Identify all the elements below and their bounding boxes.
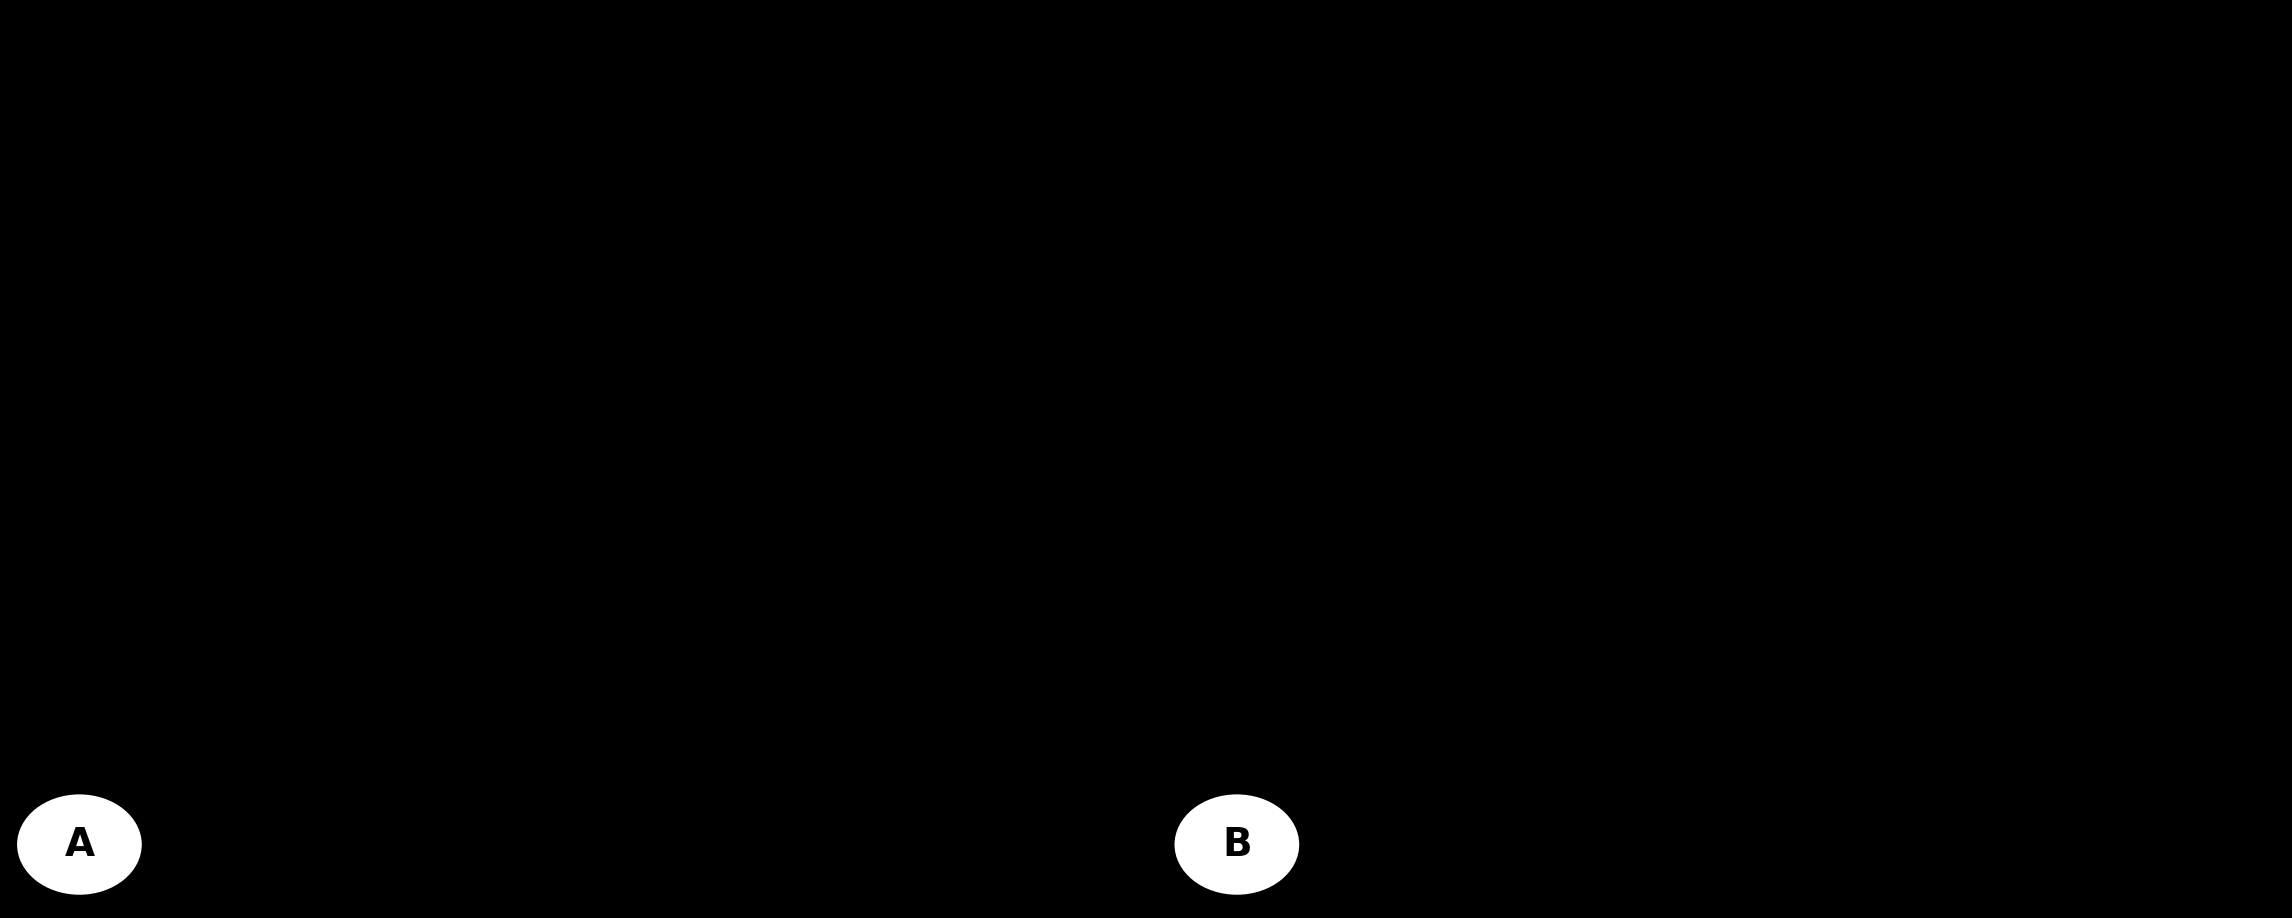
Circle shape — [1174, 793, 1300, 896]
Text: A: A — [64, 825, 94, 864]
Circle shape — [16, 793, 142, 896]
Text: B: B — [1222, 825, 1251, 864]
Text: *: * — [156, 451, 186, 504]
